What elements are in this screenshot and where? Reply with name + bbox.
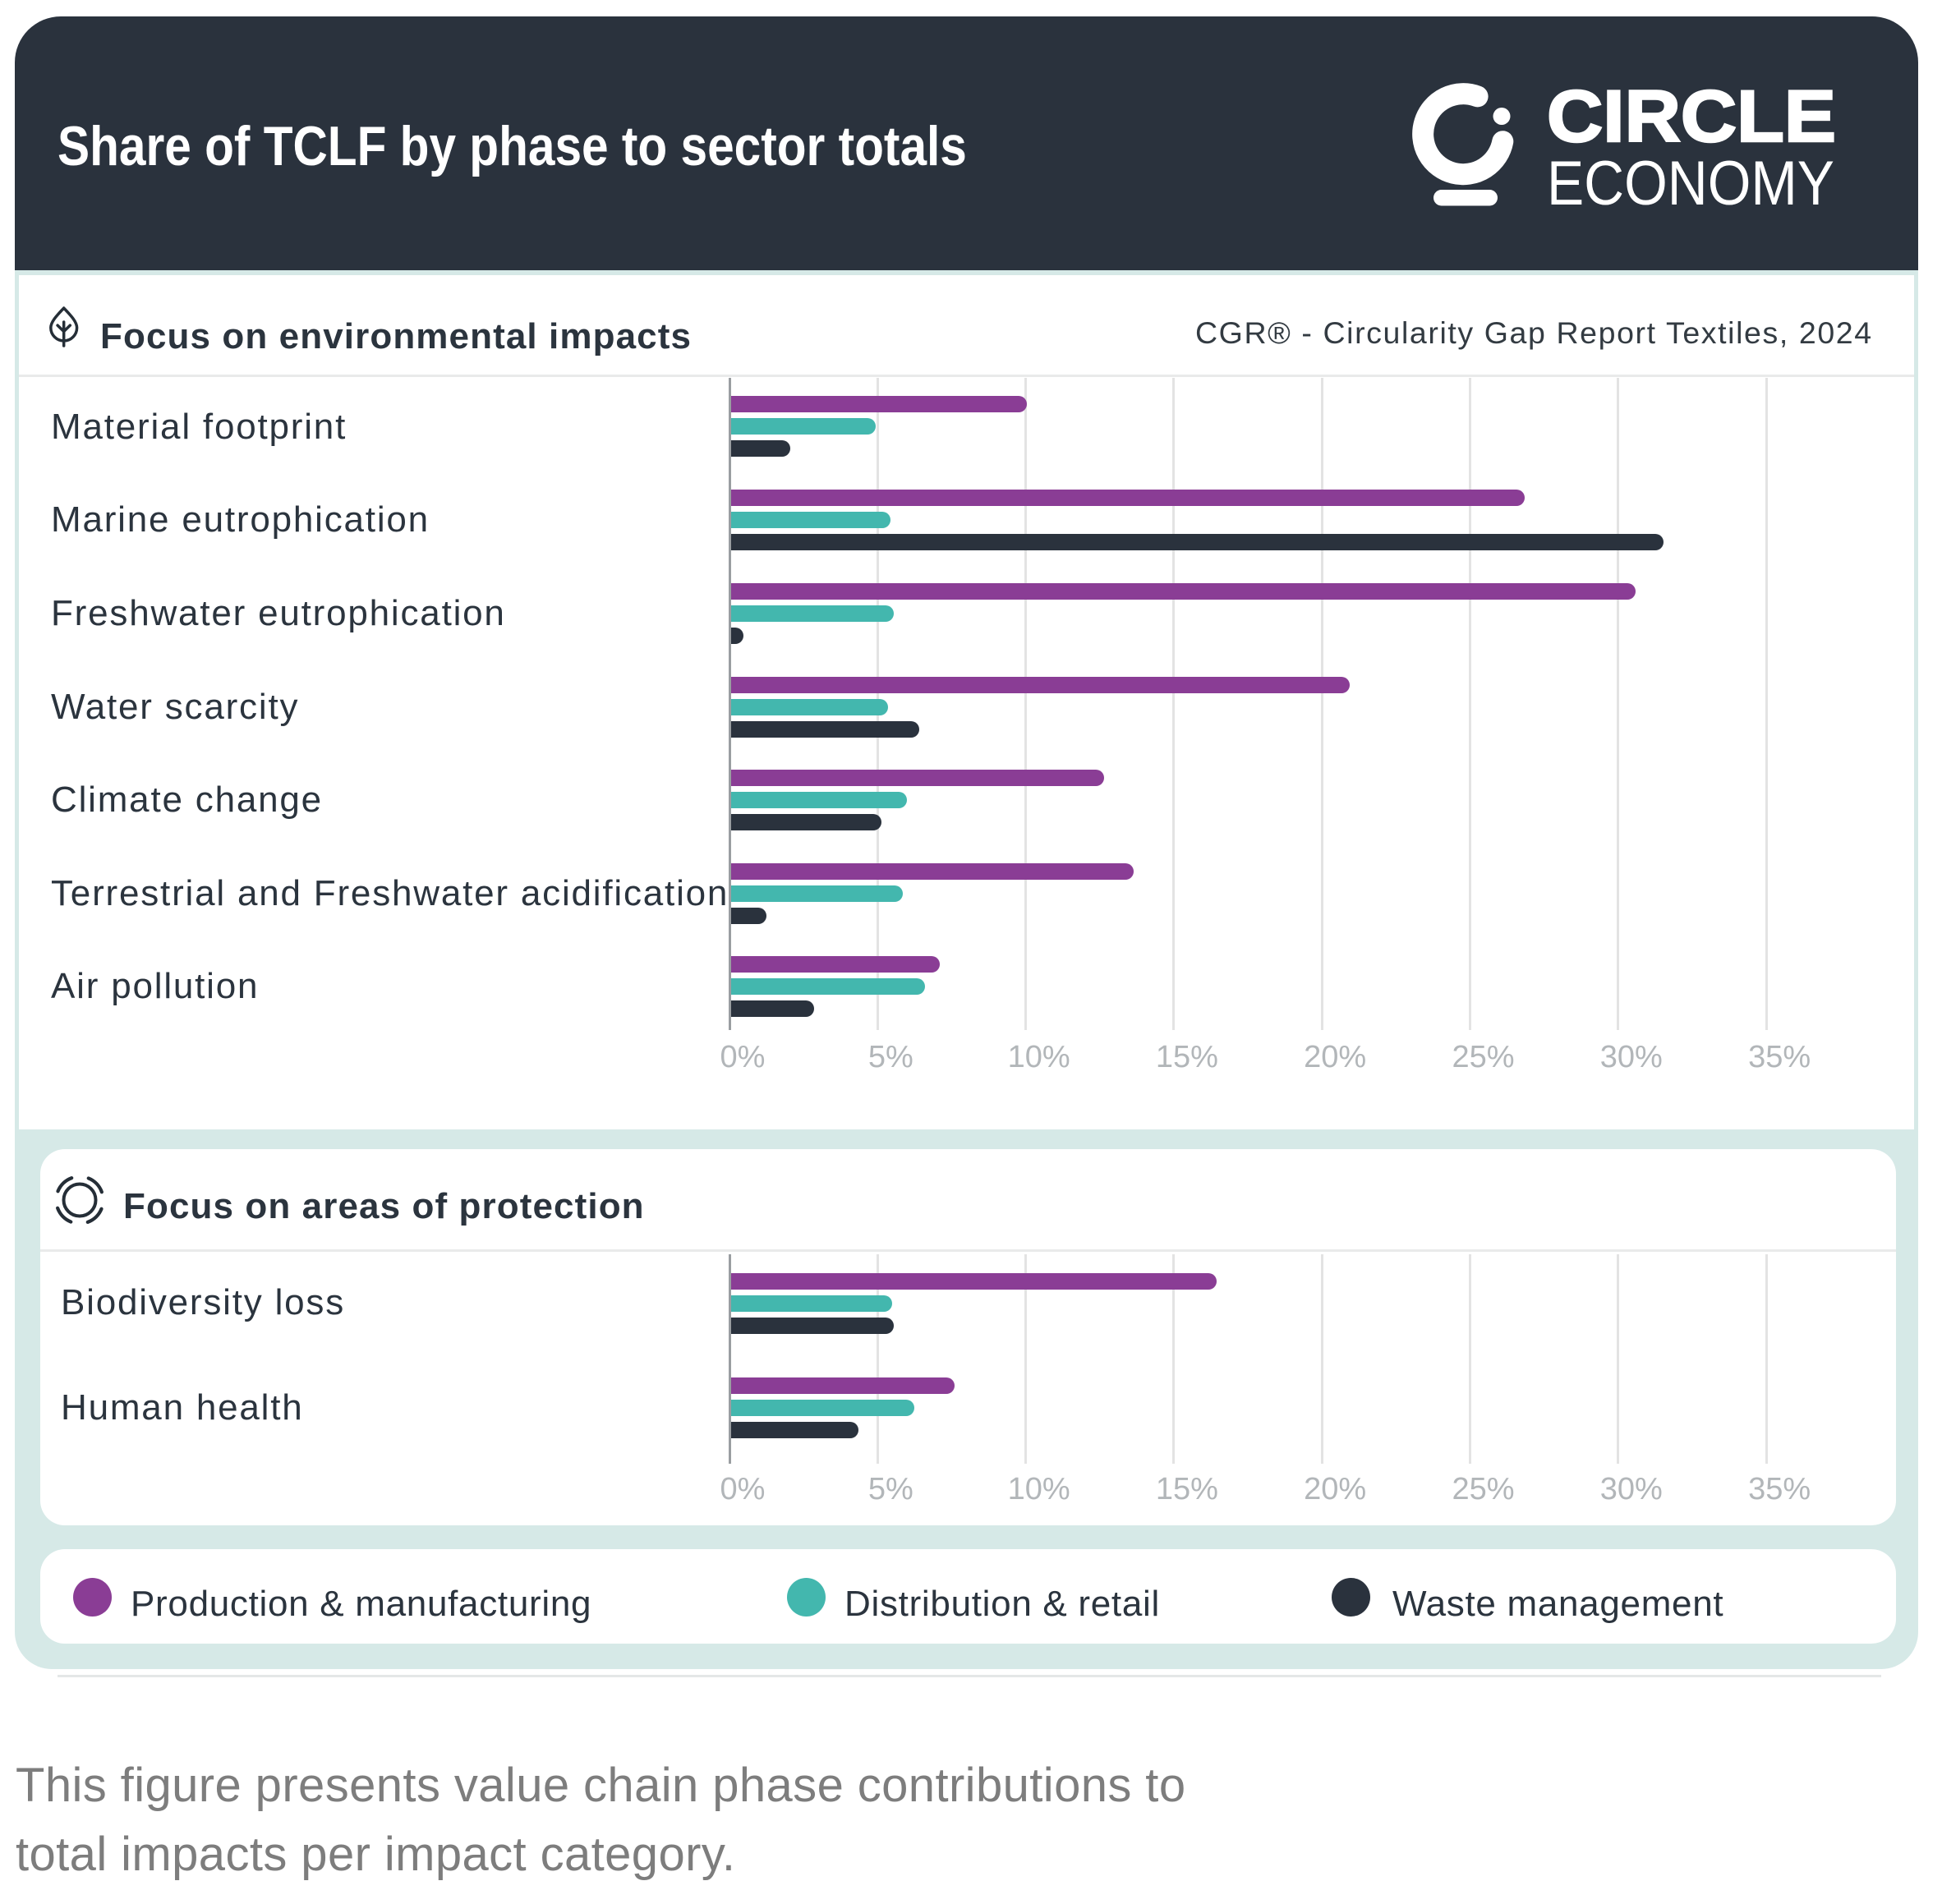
svg-text:ECONOMY: ECONOMY	[1547, 149, 1834, 218]
svg-text:CIRCLE: CIRCLE	[1547, 75, 1836, 157]
